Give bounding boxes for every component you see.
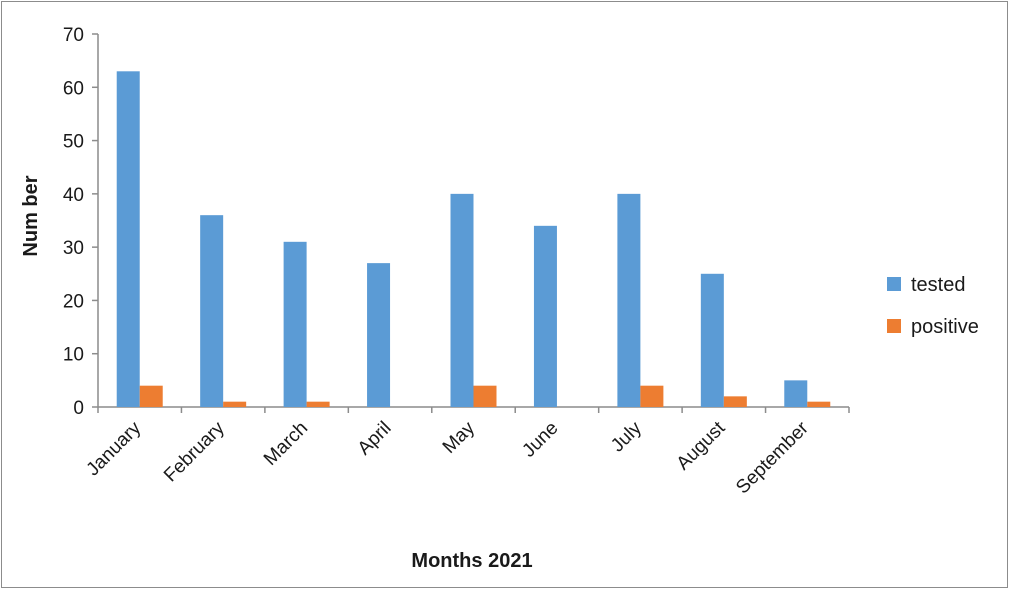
- bar-tested: [283, 241, 307, 407]
- bar-positive: [807, 401, 831, 407]
- bar-tested: [617, 193, 641, 407]
- bar-positive: [139, 385, 163, 407]
- x-category-label: August: [673, 417, 730, 474]
- x-axis: January February March April May June July Augu…: [83, 406, 850, 498]
- x-category-label: September: [732, 417, 813, 498]
- bar-tested: [450, 193, 474, 407]
- legend: tested positive: [887, 274, 979, 338]
- y-axis-title: Num ber: [20, 175, 42, 256]
- y-tick-label: 20: [63, 291, 84, 312]
- y-axis: 0 10 20 30 40 50 60 70: [63, 25, 99, 419]
- x-category-label: January: [83, 417, 146, 480]
- legend-label: positive: [911, 316, 979, 338]
- legend-label: tested: [911, 274, 965, 296]
- x-category-label: June: [518, 418, 562, 462]
- y-tick-label: 30: [63, 238, 84, 259]
- bar-positive: [640, 385, 664, 407]
- bar-positive: [306, 401, 330, 407]
- x-category-label: March: [260, 418, 312, 470]
- y-tick-label: 50: [63, 132, 84, 153]
- y-tick-label: 40: [63, 185, 84, 206]
- x-category-label: July: [607, 417, 646, 456]
- bar-tested: [700, 273, 724, 407]
- y-tick-label: 10: [63, 345, 84, 366]
- x-category-label: May: [439, 417, 480, 458]
- x-axis-title: Months 2021: [411, 550, 532, 572]
- legend-swatch: [887, 319, 901, 333]
- x-category-label: April: [354, 418, 396, 460]
- bar-tested: [116, 71, 140, 408]
- bar-tested: [200, 215, 224, 407]
- bar-positive: [223, 401, 247, 407]
- bar-tested: [533, 225, 557, 407]
- y-tick-label: 70: [63, 25, 84, 46]
- y-tick-label: 0: [73, 398, 84, 419]
- x-category-label: February: [160, 417, 229, 486]
- legend-swatch: [887, 277, 901, 291]
- y-tick-label: 60: [63, 78, 84, 99]
- bar-tested: [367, 263, 391, 407]
- bar-tested: [784, 380, 808, 407]
- bar-positive: [473, 385, 497, 407]
- bar-positive: [723, 396, 747, 407]
- bars: [116, 71, 831, 408]
